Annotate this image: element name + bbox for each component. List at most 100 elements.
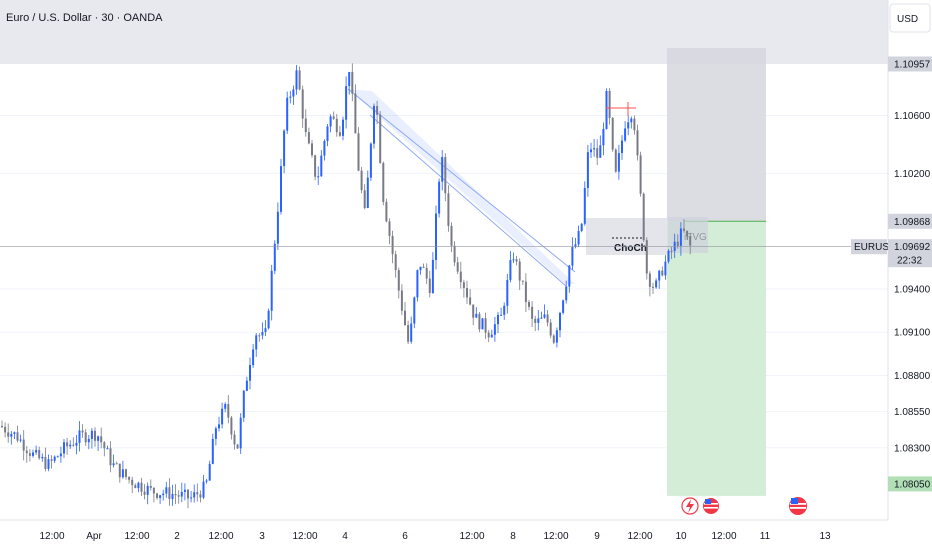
candle-body-189 <box>586 152 589 188</box>
candle-body-127 <box>394 254 397 271</box>
candle-body-159 <box>493 324 496 335</box>
candle-body-63 <box>196 492 199 495</box>
candle-body-2 <box>7 432 10 437</box>
candle-body-25 <box>78 430 81 443</box>
time-label-16: 11 <box>760 531 771 542</box>
channel-lower[interactable] <box>369 114 567 287</box>
candle-body-147 <box>456 262 459 272</box>
candle-body-142 <box>441 157 444 182</box>
candle-body-149 <box>462 282 465 289</box>
candle-body-199 <box>617 153 620 172</box>
candle-body-163 <box>506 279 509 306</box>
candle-body-112 <box>348 71 351 87</box>
event-us-flag-icon[interactable] <box>703 498 719 514</box>
candle-body-124 <box>385 201 388 222</box>
candle-body-143 <box>444 157 447 194</box>
candle-body-156 <box>484 318 487 333</box>
reward-box[interactable] <box>667 221 766 496</box>
price-tag-entry: 1.09868 <box>888 213 932 229</box>
descending-channel[interactable] <box>347 88 576 287</box>
time-label-11: 12:00 <box>543 531 568 542</box>
risk-box[interactable] <box>667 47 766 222</box>
candle-body-145 <box>450 225 453 246</box>
short-position-tool[interactable]: iFVG <box>667 47 766 496</box>
candle-body-34 <box>106 448 109 450</box>
candle-body-24 <box>75 442 78 446</box>
candle-body-46 <box>143 491 146 495</box>
candle-body-123 <box>382 163 385 202</box>
choch-marker[interactable]: ChoCh <box>586 218 668 255</box>
candle-body-89 <box>276 211 279 244</box>
candle-body-201 <box>624 128 627 141</box>
candle-body-122 <box>379 114 382 164</box>
candle-body-213 <box>661 270 664 276</box>
candle-body-105 <box>326 126 329 142</box>
candle-body-161 <box>500 314 503 316</box>
candle-body-136 <box>422 266 425 268</box>
candle-body-200 <box>621 140 623 154</box>
currency-button[interactable]: USD <box>889 3 931 33</box>
candle-body-119 <box>369 143 372 178</box>
candle-body-202 <box>627 122 630 129</box>
price-tick-3: 1.09100 <box>894 328 931 339</box>
candle-body-188 <box>583 187 586 224</box>
channel-upper[interactable] <box>347 88 576 273</box>
time-axis[interactable] <box>0 520 888 550</box>
candle-body-102 <box>317 176 320 178</box>
candle-body-37 <box>115 463 118 465</box>
candle-body-3 <box>10 433 13 437</box>
candle-body-185 <box>574 244 577 247</box>
candle-body-5 <box>16 432 19 441</box>
candle-body-4 <box>13 432 16 434</box>
candle-body-138 <box>428 278 431 293</box>
candle-body-26 <box>81 430 84 433</box>
candle-body-91 <box>283 130 286 167</box>
candle-body-139 <box>431 259 434 293</box>
candle-body-121 <box>376 106 379 115</box>
candle-body-95 <box>295 70 298 90</box>
candle-body-221 <box>686 230 689 237</box>
candle-body-176 <box>546 314 549 323</box>
price-tick-2: 1.09400 <box>894 284 931 295</box>
price-tick-4: 1.08800 <box>894 371 931 382</box>
candle-body-30 <box>94 430 96 441</box>
candle-body-111 <box>345 86 348 120</box>
event-us-flag-icon-2[interactable] <box>789 497 807 515</box>
candle-body-141 <box>438 181 441 214</box>
candle-body-215 <box>667 250 670 262</box>
candle-body-39 <box>121 469 124 478</box>
candle-body-222 <box>689 236 692 246</box>
candle-body-23 <box>72 444 75 446</box>
candle-body-132 <box>410 323 413 342</box>
candle-body-179 <box>555 330 558 343</box>
time-label-8: 6 <box>402 531 408 542</box>
time-label-7: 4 <box>342 531 348 542</box>
price-tick-1: 1.10200 <box>894 169 931 180</box>
candle-body-97 <box>301 89 304 119</box>
candle-body-14 <box>44 456 47 469</box>
candles <box>1 63 692 509</box>
candle-body-55 <box>171 493 174 500</box>
candle-body-41 <box>128 476 131 480</box>
candle-body-125 <box>388 221 391 236</box>
candle-body-107 <box>332 116 335 119</box>
candle-body-31 <box>97 436 100 441</box>
time-label-0: 12:00 <box>39 531 64 542</box>
candle-body-181 <box>562 300 565 313</box>
candle-body-17 <box>53 456 56 461</box>
candle-body-44 <box>137 482 140 489</box>
candle-body-118 <box>366 177 369 209</box>
candle-body-79 <box>245 380 248 391</box>
candle-body-40 <box>125 469 127 477</box>
candle-body-29 <box>90 430 93 439</box>
high-marker <box>606 102 636 116</box>
event-flash-icon[interactable] <box>681 497 699 515</box>
candle-body-8 <box>25 450 28 454</box>
candle-body-137 <box>425 267 428 279</box>
candle-body-76 <box>236 444 239 449</box>
candle-body-198 <box>614 149 617 172</box>
time-label-1: Apr <box>86 531 102 542</box>
candle-body-28 <box>87 438 90 443</box>
candle-body-220 <box>683 228 685 231</box>
